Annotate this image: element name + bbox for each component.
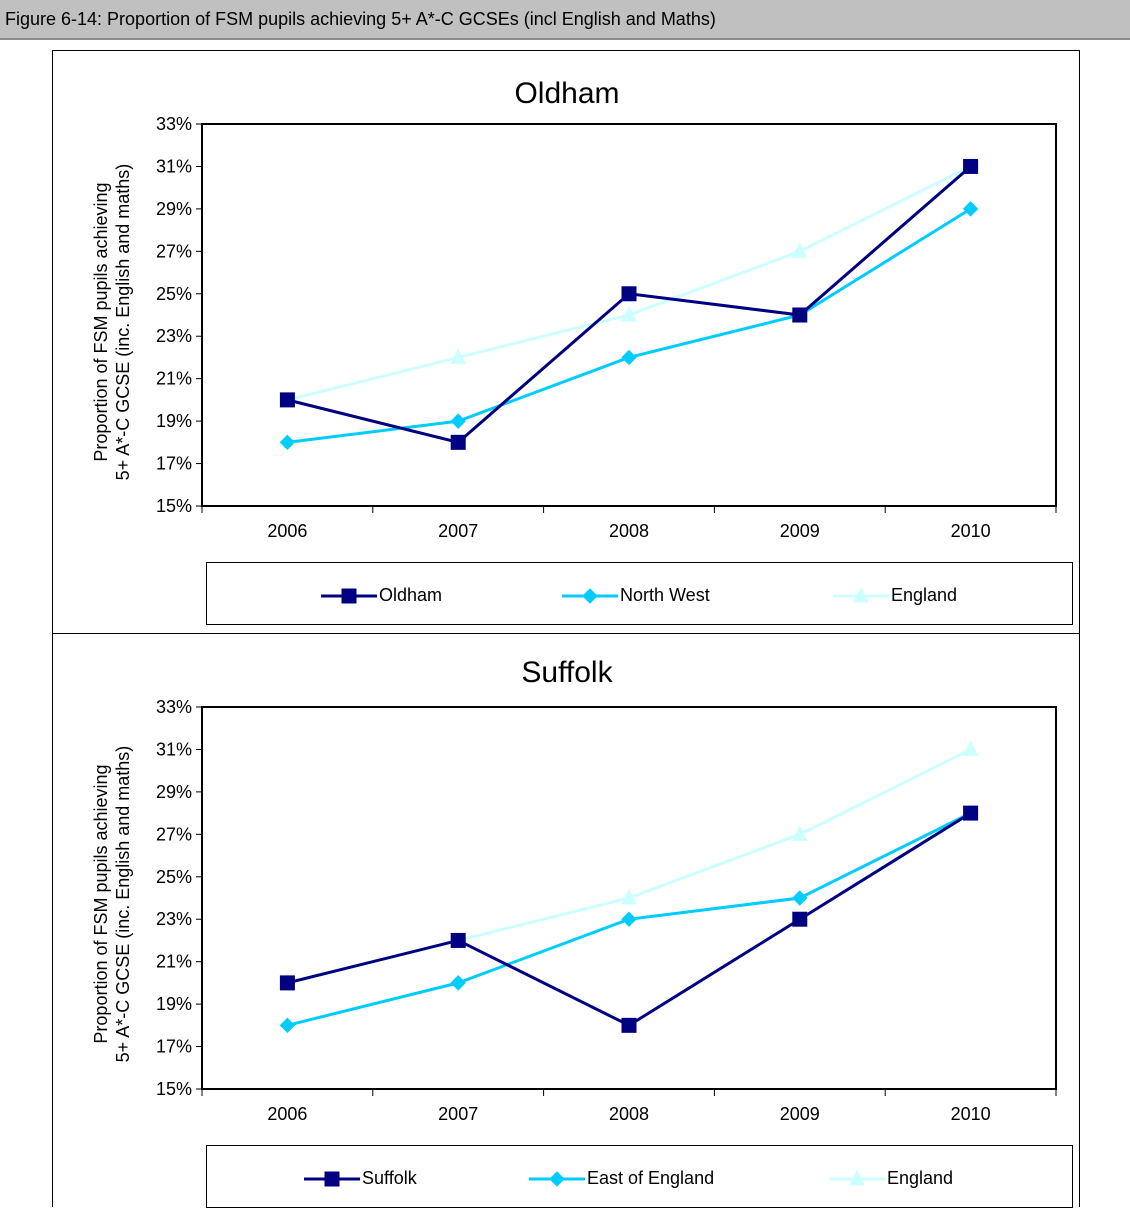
legend-marker [341, 588, 357, 604]
x-tick-label: 2007 [438, 1104, 478, 1124]
legend-marker-diamond [562, 588, 618, 604]
series-england [279, 157, 979, 407]
figure-caption: Figure 6-14: Proportion of FSM pupils ac… [5, 9, 716, 29]
legend-label: England [891, 585, 958, 605]
legend-marker-triangle [829, 1169, 885, 1186]
data-point-square [792, 911, 808, 927]
chart-plot-svg: 15% 17% 19% 21% 23% 25% 27% 29% 31% 33% 2006 2007 20… [156, 114, 1057, 541]
series-suffolk [279, 805, 979, 1033]
x-tick-label: 2008 [609, 1104, 649, 1124]
plot-area [201, 706, 1057, 1090]
data-point-triangle [791, 825, 808, 841]
y-tick-label: 29% [156, 199, 192, 219]
y-tick-label: 23% [156, 326, 192, 346]
y-tick-label: 25% [156, 284, 192, 304]
data-point-square [279, 975, 295, 991]
series-line [287, 165, 972, 444]
series-line [287, 207, 972, 444]
legend-marker-square [321, 588, 377, 604]
data-point-triangle [962, 740, 979, 756]
y-tick-label: 25% [156, 867, 192, 887]
x-tick-label: 2010 [951, 1104, 991, 1124]
y-tick-label: 15% [156, 1079, 192, 1099]
data-point-square [963, 158, 979, 174]
legend-marker [849, 1169, 865, 1186]
data-point-diamond [450, 975, 466, 991]
y-tick-label: 33% [156, 697, 192, 717]
chart-suffolk: Suffolk Proportion of FSM pupils achievi… [52, 633, 1080, 1208]
series-line [287, 748, 972, 985]
y-tick-label: 29% [156, 782, 192, 802]
y-tick-label: 33% [156, 114, 192, 134]
data-point-square [450, 434, 466, 450]
y-tick-label: 23% [156, 909, 192, 929]
legend-marker-square [304, 1171, 360, 1187]
legend-marker [853, 586, 869, 603]
legend-label: North West [620, 585, 710, 605]
data-point-diamond [792, 890, 808, 906]
chart-oldham: Oldham Proportion of FSM pupils achievin… [52, 50, 1080, 634]
y-tick-label: 19% [156, 411, 192, 431]
data-point-diamond [621, 911, 637, 927]
data-point-diamond [279, 434, 296, 451]
chart-legend: Oldham North West England [206, 562, 1073, 625]
legend-marker [549, 1171, 565, 1187]
data-point-square [621, 286, 637, 302]
legend-marker-diamond [529, 1171, 585, 1187]
data-point-triangle [791, 242, 808, 258]
y-tick-label: 27% [156, 241, 192, 261]
x-tick-label: 2008 [609, 521, 649, 541]
data-point-diamond [450, 413, 466, 429]
data-point-diamond [962, 201, 979, 217]
y-tick-label: 19% [156, 994, 192, 1014]
y-tick-label: 15% [156, 496, 192, 516]
x-tick-label: 2009 [780, 1104, 820, 1124]
legend-marker [582, 588, 598, 604]
legend-label: England [887, 1168, 954, 1188]
figure-caption-bar: Figure 6-14: Proportion of FSM pupils ac… [0, 0, 1130, 40]
chart-legend: Suffolk East of England England [206, 1145, 1073, 1208]
y-tick-label: 31% [156, 156, 192, 176]
x-tick-label: 2006 [267, 1104, 307, 1124]
x-tick-label: 2006 [267, 521, 307, 541]
legend-marker [324, 1171, 340, 1187]
y-tick-label: 21% [156, 369, 192, 389]
data-point-triangle [450, 348, 467, 364]
data-point-diamond [621, 349, 637, 366]
plot-area [201, 123, 1057, 507]
x-tick-label: 2007 [438, 521, 478, 541]
data-point-square [963, 805, 979, 821]
data-point-square [792, 307, 808, 323]
series-england [279, 740, 979, 990]
data-point-diamond [279, 1017, 296, 1034]
y-tick-label: 17% [156, 1037, 192, 1057]
chart-plot-svg: 15% 17% 19% 21% 23% 25% 27% 29% 31% 33% 2006 2007 20… [156, 697, 1057, 1124]
x-tick-label: 2010 [951, 521, 991, 541]
y-tick-label: 21% [156, 952, 192, 972]
data-point-square [450, 932, 466, 948]
legend-marker-triangle [833, 586, 889, 603]
y-tick-label: 17% [156, 454, 192, 474]
chart-title: Oldham [514, 77, 620, 110]
legend-label: Oldham [379, 585, 443, 605]
data-point-triangle [621, 305, 637, 322]
series-oldham [279, 158, 979, 450]
data-point-triangle [621, 888, 637, 905]
data-point-square [279, 392, 295, 408]
y-tick-label: 27% [156, 824, 192, 844]
legend-label: East of England [587, 1168, 715, 1188]
series-east-of-england [279, 805, 979, 1034]
x-tick-label: 2009 [780, 521, 820, 541]
series-north-west [279, 201, 979, 451]
legend-label: Suffolk [362, 1168, 417, 1188]
data-point-square [621, 1017, 637, 1033]
chart-title: Suffolk [521, 656, 613, 689]
y-tick-label: 31% [156, 739, 192, 759]
